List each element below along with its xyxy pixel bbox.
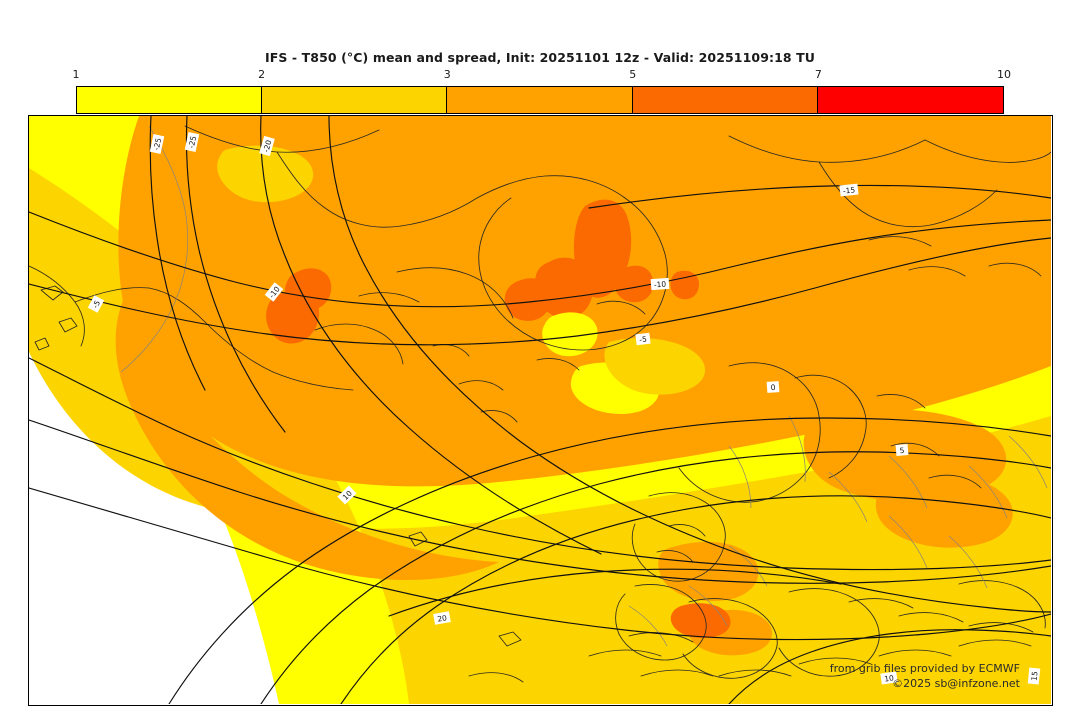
contour-minus10-s	[29, 357, 1051, 571]
svg-text:-25: -25	[152, 137, 163, 151]
contour-20	[340, 495, 1051, 704]
field-arm-orange-sw	[115, 296, 499, 580]
contour-lines	[29, 116, 1051, 704]
colorbar-tick-5: 5	[629, 68, 637, 81]
contour-minus5	[29, 237, 1051, 346]
contour-minus15-n	[588, 184, 1051, 209]
colorbar	[76, 86, 1004, 114]
contour-labels: -25 -25 -20 -15 -10	[87, 132, 1041, 685]
contour-minus20	[260, 116, 602, 555]
svg-text:-25: -25	[187, 135, 198, 149]
field-hotspot-denmarkstrait	[504, 278, 551, 321]
field-patch-france	[664, 679, 831, 704]
colorbar-tick-2: 2	[258, 68, 266, 81]
country-borders	[120, 125, 1048, 647]
svg-text:-5: -5	[91, 299, 103, 310]
field-hotspot-norway	[670, 270, 699, 300]
contour-minus25-b	[185, 116, 286, 433]
svg-text:-5: -5	[639, 335, 648, 345]
svg-text:-20: -20	[261, 139, 273, 153]
colorbar-strip	[76, 86, 1004, 114]
colorbar-segment-1-2	[77, 87, 263, 113]
svg-text:15: 15	[1030, 671, 1040, 682]
page-title: IFS - T850 (°C) mean and spread, Init: 2…	[264, 50, 816, 65]
field-patch-golden-centre2	[604, 338, 706, 395]
field-patch-golden-centre	[217, 145, 314, 203]
colorbar-segment-2-3	[262, 87, 448, 113]
colorbar-segment-5-7	[632, 87, 818, 113]
contour-15	[260, 451, 1051, 704]
map-canvas[interactable]: -25 -25 -20 -15 -10	[28, 115, 1053, 706]
colorbar-tick-7: 7	[814, 68, 822, 81]
contour-minus10	[29, 211, 1051, 308]
contour-20b	[388, 568, 842, 617]
svg-text:0: 0	[770, 383, 776, 392]
svg-text:5: 5	[899, 446, 905, 455]
contour-5	[29, 487, 1051, 641]
spread-field	[29, 116, 1051, 704]
field-hotspot-baffin2	[266, 291, 320, 344]
svg-text:-15: -15	[842, 185, 855, 195]
contour-25	[728, 629, 1051, 704]
svg-text:10: 10	[884, 673, 895, 683]
colorbar-tick-1: 1	[72, 68, 80, 81]
field-patch-greenland-yellow	[542, 312, 598, 357]
coastlines	[29, 125, 1051, 683]
contour-0	[29, 419, 1051, 584]
contour-minus25-a	[149, 116, 206, 391]
colorbar-segment-7-10	[817, 87, 1003, 113]
contour-minus15	[328, 116, 1051, 613]
field-hotspot-labrador	[614, 265, 654, 303]
field-patch-uk	[658, 541, 759, 602]
field-hotspot-biscay2	[670, 603, 731, 638]
svg-text:-10: -10	[654, 280, 667, 290]
colorbar-tick-3: 3	[443, 68, 451, 81]
colorbar-tick-labels: 1 2 3 5 7 10	[72, 68, 1012, 84]
field-patch-balkans	[904, 585, 1042, 658]
field-band-2-3	[29, 168, 1051, 704]
contour-10	[168, 417, 1051, 704]
colorbar-segment-3-5	[447, 87, 633, 113]
svg-text:20: 20	[437, 613, 448, 624]
map-svg: -25 -25 -20 -15 -10	[29, 116, 1051, 704]
colorbar-tick-10: 10	[997, 68, 1011, 81]
field-patch-baltic	[875, 473, 1013, 548]
